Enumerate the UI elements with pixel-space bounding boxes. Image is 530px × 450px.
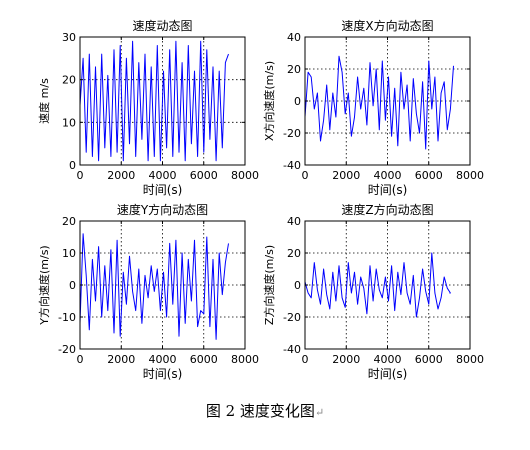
x-tick-label: 4000 [149,169,177,182]
x-tick-label: 0 [77,353,84,366]
y-tick-label: 0 [294,95,301,108]
y-tick-label: 20 [287,63,301,76]
y-tick-label: 20 [62,215,76,228]
x-tick-label: 0 [302,353,309,366]
series-line [79,233,229,340]
y-tick-label: -10 [58,311,76,324]
y-axis-label: Y方向速度(m/s) [37,245,51,325]
chart-title: 速度Z方向动态图 [341,202,433,217]
y-tick-label: -20 [283,127,301,140]
series-line [79,40,229,162]
y-tick-label: 0 [294,279,301,292]
x-tick-label: 0 [302,169,309,182]
x-tick-label: 2000 [107,353,135,366]
y-tick-label: 40 [287,31,301,44]
figure-caption: 图 2 速度变化图↵ [0,400,530,421]
y-tick-label: 30 [62,31,76,44]
y-tick-label: 0 [69,279,76,292]
x-tick-label: 6000 [190,169,218,182]
series-line [304,252,451,318]
x-tick-label: 8000 [231,353,259,366]
chart-panel-2: 0 2000 4000 6000 8000 -40 -20 0 20 40 速度X方向动态图时间(s… [262,18,484,197]
x-tick-label: 2000 [332,353,360,366]
y-tick-label: -20 [283,311,301,324]
y-tick-label: 10 [62,247,76,260]
x-tick-label: 4000 [374,169,402,182]
x-tick-label: 0 [77,169,84,182]
x-axis-label: 时间(s) [368,367,408,381]
x-tick-label: 6000 [190,353,218,366]
x-tick-label: 4000 [374,353,402,366]
x-tick-label: 4000 [149,353,177,366]
return-mark-icon: ↵ [314,406,325,419]
y-tick-label: -40 [283,343,301,356]
x-tick-label: 2000 [332,169,360,182]
y-tick-label: 40 [287,215,301,228]
series-line [304,55,454,150]
y-tick-label: 20 [62,74,76,87]
chart-title: 速度X方向动态图 [341,18,433,33]
y-tick-label: -20 [58,343,76,356]
y-tick-label: -40 [283,159,301,172]
x-tick-label: 2000 [107,169,135,182]
x-axis-label: 时间(s) [143,367,183,381]
caption-text: 图 2 速度变化图 [205,402,315,420]
y-axis-label: Z方向速度(m/s) [262,245,276,325]
chart-title: 速度Y方向动态图 [117,202,208,217]
y-tick-label: 20 [287,247,301,260]
x-tick-label: 6000 [415,169,443,182]
y-tick-label: 10 [62,116,76,129]
chart-panel-3: 0 2000 4000 6000 8000 -20 -10 0 10 20 速度Y方向动态图时间(s… [37,202,259,381]
chart-panel-4: 0 2000 4000 6000 8000 -40 -20 0 20 40 速度Z方向动态图时间(s… [262,202,484,381]
x-tick-label: 8000 [456,353,484,366]
x-axis-label: 时间(s) [143,183,183,197]
x-axis-label: 时间(s) [368,183,408,197]
y-axis-label: X方向速度(m/s) [262,61,276,141]
y-axis-label: 速度 m/s [37,78,51,124]
x-tick-label: 8000 [456,169,484,182]
chart-title: 速度动态图 [132,18,192,33]
y-tick-label: 0 [69,159,76,172]
x-tick-label: 8000 [231,169,259,182]
x-tick-label: 6000 [415,353,443,366]
